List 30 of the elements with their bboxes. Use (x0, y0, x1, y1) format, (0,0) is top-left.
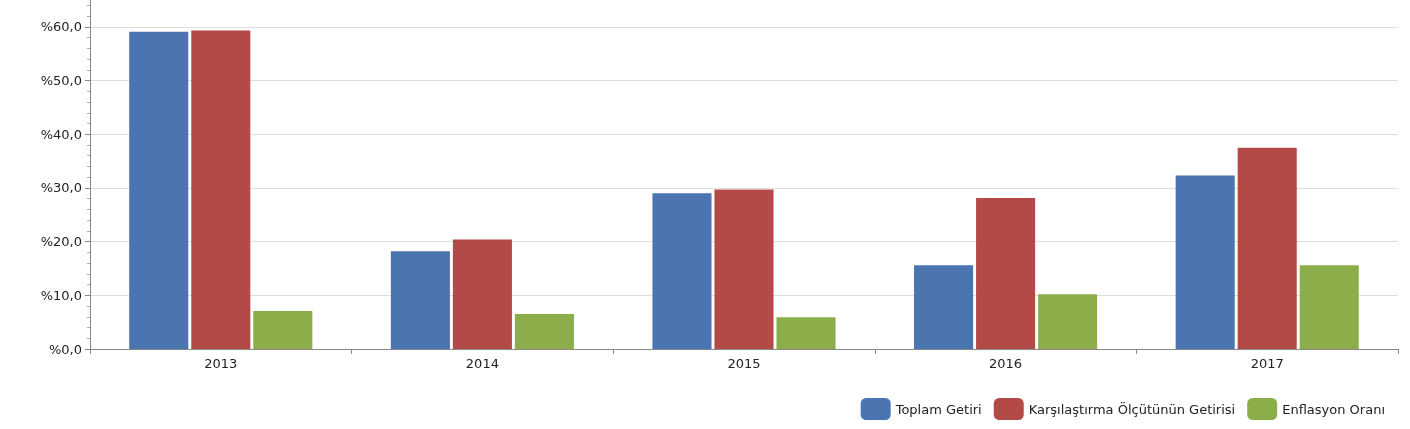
bar (253, 310, 313, 349)
x-tick-label: 2015 (727, 356, 761, 371)
legend-label: Enflasyon Oranı (1282, 401, 1385, 417)
y-tick-label: %30,0 (40, 180, 82, 196)
bar (976, 198, 1036, 349)
bar (514, 314, 574, 349)
bar (1237, 147, 1297, 349)
y-tick-label: %10,0 (40, 287, 82, 303)
bar (452, 239, 512, 349)
x-tick-label: 2014 (465, 356, 499, 371)
bar (714, 189, 774, 349)
y-tick-label: %60,0 (40, 19, 82, 35)
bar (652, 193, 712, 349)
x-tick-label: 2017 (1250, 356, 1284, 371)
y-tick-label: %40,0 (40, 126, 82, 142)
bar (129, 31, 189, 349)
bar (191, 30, 251, 349)
y-tick-label: %50,0 (40, 73, 82, 89)
bar (1175, 175, 1235, 349)
legend-label: Karşılaştırma Ölçütünün Getirisi (1028, 400, 1236, 417)
x-tick-label: 2016 (989, 356, 1023, 371)
bar (1038, 294, 1098, 349)
bar (776, 317, 836, 349)
y-tick-label: %0,0 (48, 341, 82, 357)
bar (1299, 265, 1359, 349)
y-tick-label: %20,0 (40, 234, 82, 250)
legend-label: Toplam Getiri (894, 401, 982, 417)
bar (914, 265, 974, 349)
bar (390, 251, 450, 349)
x-tick-label: 2013 (204, 356, 238, 371)
